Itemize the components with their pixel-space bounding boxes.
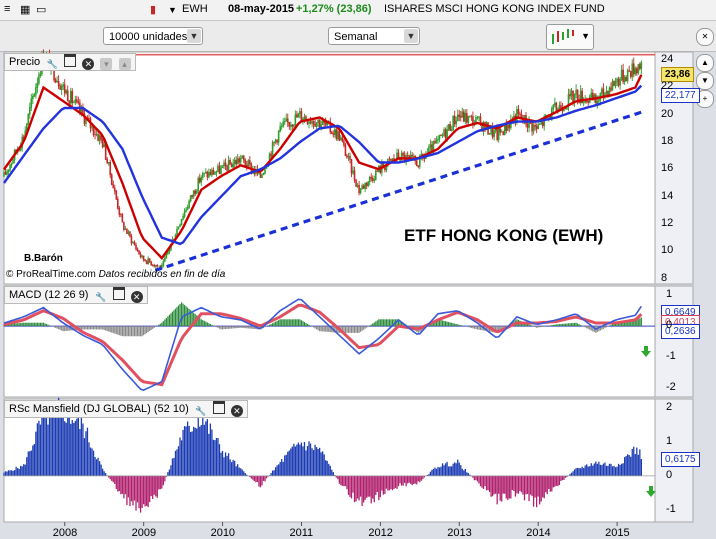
price-panel-title: Precio 🔧 ✕ ▾ ▴ xyxy=(4,53,136,71)
author-label: B.Barón xyxy=(24,253,63,264)
macd-y-tick: 0 xyxy=(666,319,673,332)
price-y-tick: 24 xyxy=(661,53,674,66)
move-down-icon: ▾ xyxy=(100,58,113,70)
chevron-down-icon: ▼ xyxy=(404,29,418,43)
macd-panel-axis-background xyxy=(654,285,694,398)
macd-panel-title: MACD (12 26 9) 🔧 ✕ xyxy=(4,286,148,304)
rsc-panel-label: RSc Mansfield (DJ GLOBAL) (52 10) xyxy=(9,403,189,415)
price-panel-label: Precio xyxy=(9,56,41,68)
scroll-down-button[interactable]: ▼ xyxy=(696,72,714,90)
rsc-panel-title: RSc Mansfield (DJ GLOBAL) (52 10) 🔧 ✕ xyxy=(4,400,248,418)
price-y-tick: 14 xyxy=(661,189,674,202)
chart-annotation: ETF HONG KONG (EWH) xyxy=(404,226,604,245)
macd-badge-3: 0,2636 xyxy=(661,324,700,339)
x-axis-year-label: 2014 xyxy=(526,527,551,539)
x-axis-year-label: 2008 xyxy=(52,527,78,539)
macd-y-tick: -2 xyxy=(666,380,676,393)
price-y-tick: 12 xyxy=(661,216,674,229)
symbol-label[interactable]: EWH xyxy=(182,3,208,15)
macd-up-arrow-icon xyxy=(641,346,651,357)
instrument-name: ISHARES MSCI HONG KONG INDEX FUND xyxy=(384,3,605,15)
dropdown-arrow-icon[interactable]: ▼ xyxy=(168,5,177,15)
rsc-y-tick: -1 xyxy=(666,503,676,516)
wrench-icon[interactable]: 🔧 xyxy=(195,406,207,416)
macd-signal-line xyxy=(3,303,643,387)
macd-panel-label: MACD (12 26 9) xyxy=(9,289,89,301)
slow-moving-average-line xyxy=(3,84,643,246)
rsc-panel-background xyxy=(3,398,656,523)
change-label: +1,27% (23,86) xyxy=(296,3,372,15)
macd-y-tick: 1 xyxy=(666,288,673,301)
x-axis-year-label: 2010 xyxy=(210,527,236,539)
x-axis-year-label: 2009 xyxy=(131,527,157,539)
x-axis-year-label: 2012 xyxy=(368,527,393,539)
close-icon[interactable]: ✕ xyxy=(130,291,143,303)
x-axis-year-label: 2015 xyxy=(605,527,630,539)
price-y-tick: 10 xyxy=(661,244,674,257)
copyright-label: © ProRealTime.com Datos recibidos en fin… xyxy=(6,269,225,280)
macd-panel-background xyxy=(3,285,656,398)
candle-icon[interactable]: ▮ xyxy=(150,4,157,16)
x-axis-year-label: 2013 xyxy=(447,527,472,539)
chevron-down-icon: ▼ xyxy=(581,31,590,41)
price-y-tick: 18 xyxy=(661,135,674,148)
close-icon[interactable]: ✕ xyxy=(82,58,95,70)
header-bar: ≡ ▦ ▭ ▮ ▼ EWH 08-may-2015 +1,27% (23,86)… xyxy=(0,0,716,21)
wrench-icon[interactable]: 🔧 xyxy=(46,59,58,69)
period-select-value: Semanal xyxy=(334,31,378,43)
support-trendline xyxy=(154,110,643,272)
macd-y-tick: -1 xyxy=(666,349,676,362)
minimize-icon[interactable]: ▭ xyxy=(36,4,47,16)
scroll-up-button[interactable]: ▲ xyxy=(696,54,714,72)
price-y-tick: 8 xyxy=(661,271,668,284)
price-panel-background xyxy=(3,51,656,285)
x-axis-year-label: 2011 xyxy=(289,527,314,539)
rsc-y-tick: 0 xyxy=(666,468,673,481)
wrench-icon[interactable]: 🔧 xyxy=(94,292,107,302)
grid-icon[interactable]: ▦ xyxy=(20,4,31,16)
menu-icon[interactable]: ≡ xyxy=(4,3,11,15)
last-price-badge: 23,86 xyxy=(661,67,695,82)
window-icon[interactable] xyxy=(112,287,125,300)
rsc-y-tick: 1 xyxy=(666,434,673,447)
window-icon[interactable] xyxy=(212,401,225,414)
period-select[interactable]: Semanal ▼ xyxy=(328,27,420,45)
move-up-icon: ▴ xyxy=(118,58,131,70)
price-y-tick: 20 xyxy=(661,107,674,120)
chevron-down-icon: ▼ xyxy=(187,29,201,43)
units-select-value: 10000 unidades xyxy=(109,31,188,43)
chart-style-icon xyxy=(552,29,574,44)
window-icon[interactable] xyxy=(64,54,77,67)
price-y-tick: 16 xyxy=(661,162,674,175)
date-label: 08-may-2015 xyxy=(228,3,295,15)
rsc-up-arrow-icon xyxy=(646,486,656,497)
price-y-tick: 22 xyxy=(661,80,674,93)
rsc-badge: 0,6175 xyxy=(661,452,700,467)
rsc-y-tick: 2 xyxy=(666,400,673,413)
macd-line xyxy=(3,298,642,391)
data-note-text: Datos recibidos en fin de día xyxy=(98,269,226,280)
close-icon[interactable]: ✕ xyxy=(230,405,243,417)
chart-type-button[interactable]: ▼ xyxy=(546,24,594,50)
units-select[interactable]: 10000 unidades ▼ xyxy=(103,27,203,45)
ma-badge: 22,177 xyxy=(661,88,700,103)
copyright-text: © ProRealTime.com xyxy=(6,269,96,280)
close-chart-button[interactable]: ✕ xyxy=(696,28,714,46)
